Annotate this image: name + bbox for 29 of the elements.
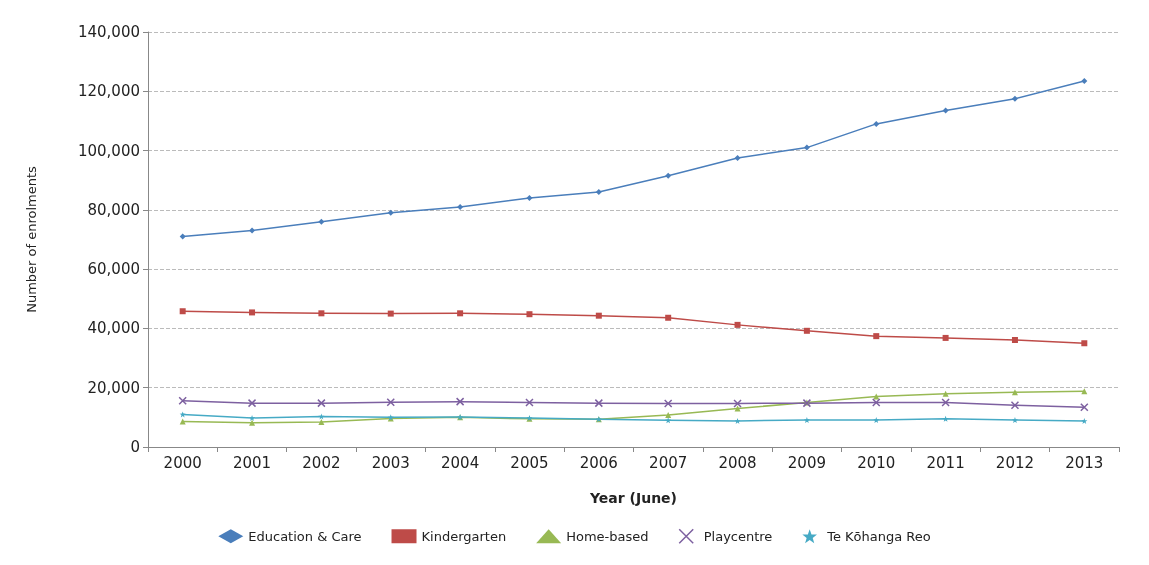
- y-tick-label: 140,000: [77, 23, 140, 41]
- y-tick-label: 60,000: [87, 260, 140, 279]
- y-tick-label: 0: [130, 438, 140, 456]
- x-tick-label: 2004: [441, 453, 480, 472]
- y-tick-label: 80,000: [87, 200, 140, 219]
- x-tick-label: 2005: [510, 453, 549, 472]
- legend-label: Te Kōhanga Reo: [826, 528, 931, 544]
- y-tick-label: 40,000: [87, 319, 140, 338]
- x-tick-label: 2006: [579, 453, 618, 472]
- y-axis-title: Number of enrolments: [24, 165, 39, 313]
- y-tick-label: 120,000: [77, 82, 140, 101]
- y-tick-label: 100,000: [77, 141, 140, 160]
- x-tick-label: 2012: [995, 453, 1035, 472]
- legend-label: Home-based: [566, 528, 649, 544]
- x-tick-label: 2000: [163, 453, 202, 472]
- x-tick-label: 2002: [302, 453, 341, 472]
- x-tick-label: 2013: [1065, 453, 1104, 472]
- x-tick-label: 2010: [857, 453, 896, 472]
- legend-label: Education & Care: [248, 528, 362, 544]
- x-tick-label: 2008: [718, 453, 757, 472]
- x-tick-label: 2003: [371, 453, 410, 472]
- x-tick-label: 2001: [232, 453, 272, 472]
- legend-label: Kindergarten: [421, 528, 507, 544]
- x-axis-title: Year (June): [588, 490, 678, 506]
- x-tick-label: 2011: [926, 453, 965, 472]
- legend-label: Playcentre: [703, 528, 773, 544]
- x-tick-label: 2007: [649, 453, 688, 472]
- x-tick-label: 2009: [787, 453, 826, 472]
- y-tick-label: 20,000: [87, 378, 140, 397]
